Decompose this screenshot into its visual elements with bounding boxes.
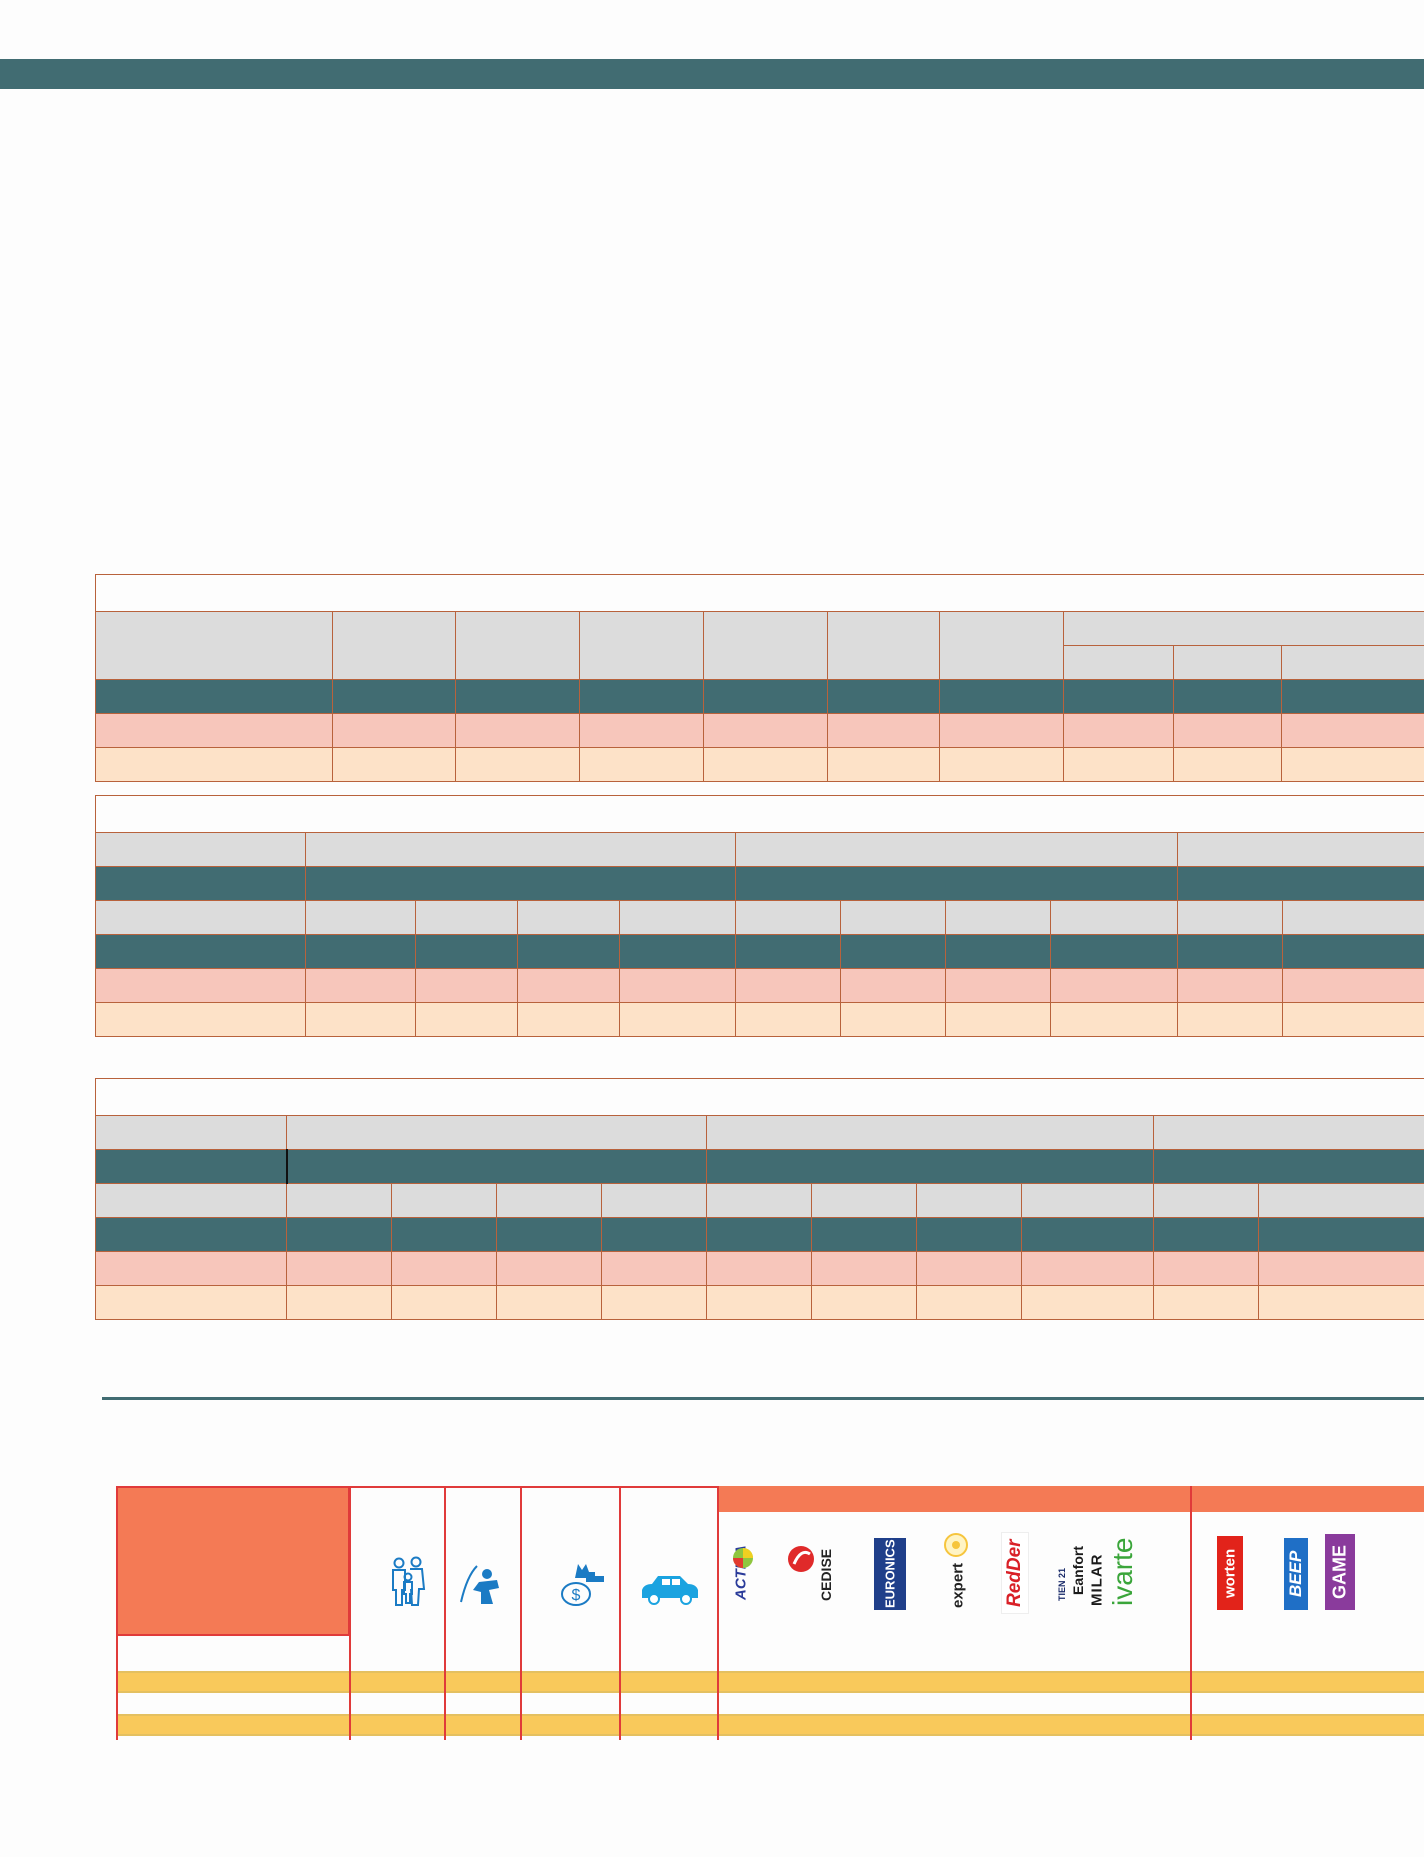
table-three-row-teal: [95, 1217, 1424, 1252]
grid-row-white: [116, 1636, 1424, 1658]
table-three-row-pink: [95, 1251, 1424, 1286]
grid-vline: [1190, 1486, 1192, 1740]
table-two-group-teal-row: [95, 866, 1424, 901]
euronics-logo: EURONICS: [874, 1538, 906, 1610]
table-one-group-header: [1062, 611, 1424, 646]
expert-logo: expert: [949, 1562, 967, 1608]
table-three: [94, 1078, 1424, 1320]
table-two-group-header-row: [95, 832, 1424, 867]
table-one-header-cell: [332, 611, 456, 680]
worten-logo: worten: [1217, 1536, 1243, 1610]
table-one-row-peach: [95, 747, 1424, 782]
table-three-title-row: [94, 1078, 1424, 1116]
section-divider: [102, 1397, 1424, 1400]
grid-vline: [349, 1486, 351, 1740]
svg-text:$: $: [572, 1587, 581, 1604]
grid-row-yellow: [116, 1714, 1424, 1736]
beep-logo: BEEP: [1284, 1538, 1308, 1610]
expert-star-icon: [944, 1533, 968, 1557]
retailer-grid-header-label: [116, 1486, 350, 1636]
grid-top-rule: [350, 1486, 834, 1488]
grid-vline: [116, 1486, 118, 1740]
tien21-sub-logo: Eanfort: [1070, 1546, 1086, 1596]
table-one-header-cell: [579, 611, 704, 680]
table-one-subheader: [1173, 645, 1282, 680]
redder-logo: RedDer: [1001, 1532, 1029, 1614]
car-icon: [642, 1576, 698, 1605]
grid-row-white: [116, 1695, 1424, 1717]
table-one-header-cell: [703, 611, 828, 680]
ivarte-logo: ivarte: [1107, 1537, 1138, 1607]
table-two-row-peach: [95, 1002, 1424, 1037]
table-three-group-header-row: [95, 1115, 1424, 1150]
game-logo: GAME: [1325, 1534, 1355, 1610]
table-one-row-pink: [95, 713, 1424, 748]
top-header-bar: [0, 59, 1424, 89]
table-one: [94, 574, 1424, 782]
tien21-logo: TIEN 21: [1057, 1567, 1067, 1601]
person-writing-icon: [460, 1565, 499, 1604]
grid-vline: [444, 1486, 446, 1740]
table-one-subheader: [1280, 645, 1424, 680]
orange-band-national: [1191, 1486, 1424, 1512]
cedise-emblem-icon: [788, 1546, 814, 1572]
table-one-row-teal: [95, 679, 1424, 714]
orange-band-regional: [718, 1486, 1190, 1512]
table-two: [94, 795, 1424, 1037]
table-one-subheader: [1063, 645, 1174, 680]
activa-emblem-icon: [733, 1548, 753, 1568]
grid-vline: [520, 1486, 522, 1740]
table-one-title-row: [94, 574, 1424, 612]
table-three-row-peach: [95, 1285, 1424, 1320]
grid-row-yellow: [116, 1671, 1424, 1693]
table-one-header-cell: [455, 611, 580, 680]
table-two-row-pink: [95, 968, 1424, 1003]
table-three-group-teal-row: [95, 1149, 1424, 1184]
milar-logo: MILAR: [1088, 1553, 1106, 1607]
table-two-title-row: [94, 795, 1424, 833]
family-icon: [392, 1556, 426, 1606]
table-three-subheader-row: [95, 1183, 1424, 1218]
grid-vline: [619, 1486, 621, 1740]
cedise-logo: CEDISE: [818, 1548, 834, 1602]
grid-vline: [717, 1486, 719, 1740]
table-two-row-teal: [95, 934, 1424, 969]
table-one-header-cell: [95, 611, 333, 680]
money-bag-icon: $: [561, 1564, 604, 1606]
table-two-subheader-row: [95, 900, 1424, 935]
table-one-header-cell: [939, 611, 1064, 680]
table-one-header-cell: [827, 611, 940, 680]
